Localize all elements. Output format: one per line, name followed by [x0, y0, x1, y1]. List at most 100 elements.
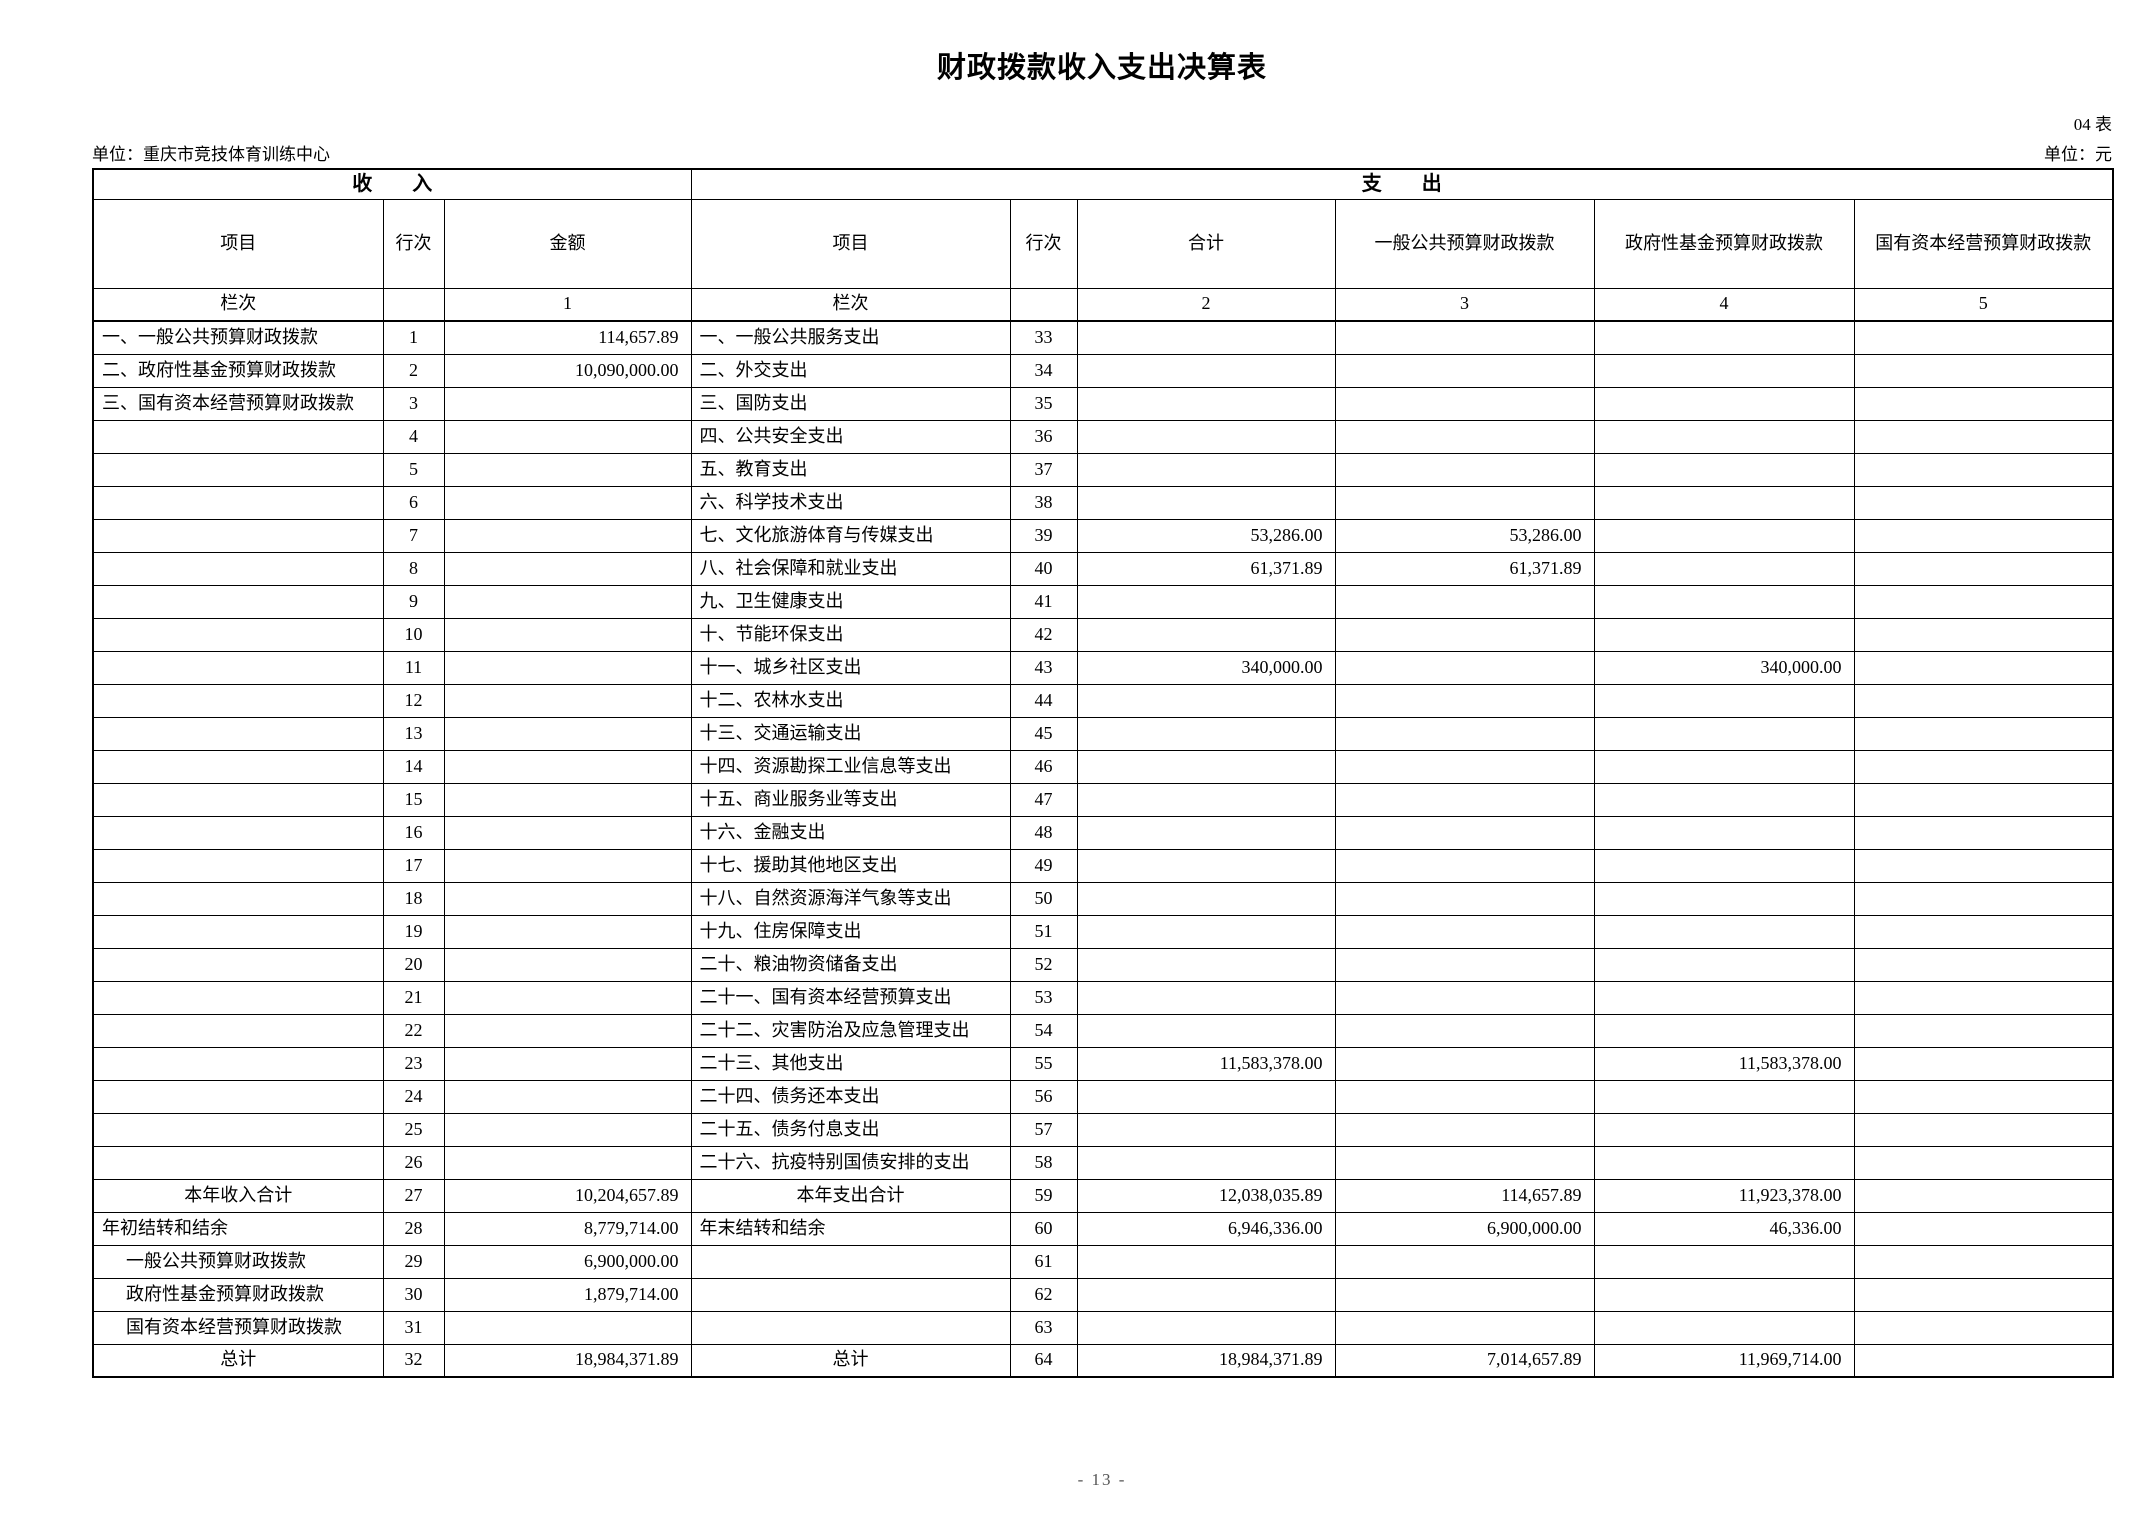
expense-general-cell — [1334, 848, 1595, 883]
expense-item-cell — [690, 1277, 1011, 1312]
expense-total-cell — [1076, 419, 1336, 454]
income-row-cell: 11 — [382, 650, 445, 685]
expense-govfund-cell — [1593, 452, 1855, 487]
income-amount-cell: 1,879,714.00 — [443, 1277, 692, 1312]
expense-statecap-cell — [1853, 1145, 2114, 1180]
table-row: 10 十、节能环保支出 42 — [92, 617, 2114, 652]
expense-item-cell: 二十二、灾害防治及应急管理支出 — [690, 1013, 1011, 1048]
income-row-cell: 6 — [382, 485, 445, 520]
income-amount-cell — [443, 1046, 692, 1081]
income-amount-cell — [443, 815, 692, 850]
expense-general-cell — [1334, 452, 1595, 487]
expense-row-cell: 61 — [1009, 1244, 1078, 1279]
expense-item-cell: 十一、城乡社区支出 — [690, 650, 1011, 685]
income-rowno-colindex — [382, 287, 445, 322]
expense-item-cell: 本年支出合计 — [690, 1178, 1011, 1213]
expense-govfund-cell — [1593, 914, 1855, 949]
income-row-cell: 29 — [382, 1244, 445, 1279]
expense-gov-fund-header: 政府性基金预算财政拨款 — [1593, 198, 1855, 289]
expense-general-cell — [1334, 1079, 1595, 1114]
expense-total-header: 合计 — [1076, 198, 1336, 289]
expense-general-cell — [1334, 914, 1595, 949]
expense-govfund-cell — [1593, 518, 1855, 553]
income-row-cell: 32 — [382, 1343, 445, 1378]
table-row: 21 二十一、国有资本经营预算支出 53 — [92, 980, 2114, 1015]
expense-item-cell: 二、外交支出 — [690, 353, 1011, 388]
expense-general-cell: 53,286.00 — [1334, 518, 1595, 553]
expense-general-cell — [1334, 716, 1595, 751]
expense-statecap-cell — [1853, 716, 2114, 751]
unit-name: 单位：重庆市竞技体育训练中心 — [92, 145, 330, 164]
expense-general-cell — [1334, 1310, 1595, 1345]
expense-item-header: 项目 — [690, 198, 1011, 289]
expense-item-cell: 五、教育支出 — [690, 452, 1011, 487]
expense-item-cell: 年末结转和结余 — [690, 1211, 1011, 1246]
income-row-cell: 12 — [382, 683, 445, 718]
table-row: 12 十二、农林水支出 44 — [92, 683, 2114, 718]
page-title: 财政拨款收入支出决算表 — [936, 52, 1267, 84]
income-item-cell: 政府性基金预算财政拨款 — [92, 1277, 384, 1312]
income-row-cell: 10 — [382, 617, 445, 652]
expense-statecap-cell — [1853, 386, 2114, 421]
table-row: 8 八、社会保障和就业支出 40 61,371.89 61,371.89 — [92, 551, 2114, 586]
expense-govfund-cell — [1593, 617, 1855, 652]
expense-statecap-cell — [1853, 1046, 2114, 1081]
table-row: 19 十九、住房保障支出 51 — [92, 914, 2114, 949]
expense-general-cell — [1334, 584, 1595, 619]
expense-statecap-cell — [1853, 947, 2114, 982]
income-amount-cell: 10,204,657.89 — [443, 1178, 692, 1213]
expense-general-cell: 7,014,657.89 — [1334, 1343, 1595, 1378]
expense-row-cell: 44 — [1009, 683, 1078, 718]
table-row: 14 十四、资源勘探工业信息等支出 46 — [92, 749, 2114, 784]
table-row: 24 二十四、债务还本支出 56 — [92, 1079, 2114, 1114]
expense-statecap-cell — [1853, 782, 2114, 817]
expense-total-cell — [1076, 914, 1336, 949]
expense-general-cell — [1334, 353, 1595, 388]
expense-govfund-cell: 11,923,378.00 — [1593, 1178, 1855, 1213]
expense-row-cell: 40 — [1009, 551, 1078, 586]
expense-govfund-cell — [1593, 386, 1855, 421]
expense-item-cell: 四、公共安全支出 — [690, 419, 1011, 454]
expense-statecap-cell — [1853, 683, 2114, 718]
income-amount-cell — [443, 782, 692, 817]
income-item-cell — [92, 485, 384, 520]
expense-item-cell: 八、社会保障和就业支出 — [690, 551, 1011, 586]
table-row: 一般公共预算财政拨款 29 6,900,000.00 61 — [92, 1244, 2114, 1279]
expense-govfund-cell — [1593, 551, 1855, 586]
expense-general-cell — [1334, 881, 1595, 916]
page-number: - 13 - — [1077, 1470, 1127, 1489]
column-index-row: 栏次 1 栏次 2 3 4 5 — [92, 287, 2114, 322]
expense-total-cell — [1076, 1145, 1336, 1180]
expense-statecap-cell — [1853, 1112, 2114, 1147]
expense-general-cell — [1334, 650, 1595, 685]
expense-total-cell — [1076, 947, 1336, 982]
expense-govfund-cell — [1593, 749, 1855, 784]
expense-row-cell: 35 — [1009, 386, 1078, 421]
expense-total-cell — [1076, 683, 1336, 718]
table-row: 5 五、教育支出 37 — [92, 452, 2114, 487]
expense-statecap-cell — [1853, 518, 2114, 553]
income-row-cell: 31 — [382, 1310, 445, 1345]
expense-row-cell: 58 — [1009, 1145, 1078, 1180]
expense-govfund-cell — [1593, 485, 1855, 520]
income-amount-cell — [443, 881, 692, 916]
table-row: 18 十八、自然资源海洋气象等支出 50 — [92, 881, 2114, 916]
expense-general-cell — [1334, 1013, 1595, 1048]
expense-item-cell: 十三、交通运输支出 — [690, 716, 1011, 751]
expense-statecap-cell — [1853, 1079, 2114, 1114]
income-section-header: 收 入 — [92, 168, 692, 200]
expense-row-cell: 42 — [1009, 617, 1078, 652]
income-item-cell: 本年收入合计 — [92, 1178, 384, 1213]
expense-total-cell — [1076, 980, 1336, 1015]
expense-govfund-cell — [1593, 584, 1855, 619]
table-row: 6 六、科学技术支出 38 — [92, 485, 2114, 520]
table-row: 17 十七、援助其他地区支出 49 — [92, 848, 2114, 883]
table-row: 13 十三、交通运输支出 45 — [92, 716, 2114, 751]
income-row-cell: 24 — [382, 1079, 445, 1114]
expense-statecap-cell — [1853, 848, 2114, 883]
expense-row-cell: 60 — [1009, 1211, 1078, 1246]
income-item-cell — [92, 683, 384, 718]
income-item-cell: 年初结转和结余 — [92, 1211, 384, 1246]
expense-statecap-cell — [1853, 749, 2114, 784]
expense-total-cell — [1076, 782, 1336, 817]
